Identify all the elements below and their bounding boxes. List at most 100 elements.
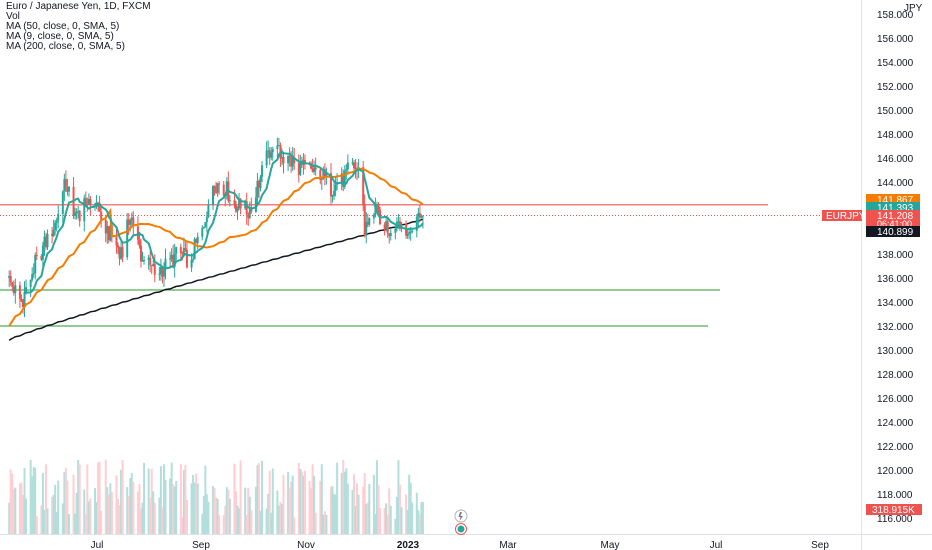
volume-bar [75,493,78,534]
volume-bar [279,501,282,534]
volume-bar [228,498,231,534]
volume-bar [162,464,165,534]
legend-title[interactable]: Euro / Japanese Yen, 1D, FXCM [6,1,151,12]
candle-body [267,150,270,152]
volume-bar [302,475,305,534]
candle-body [64,179,67,187]
candle-body [138,239,141,246]
volume-bar [130,473,133,534]
volume-bar [224,506,227,534]
legend-ma9[interactable]: MA (9, close, 0, SMA, 5) [6,31,114,42]
candle-body [41,245,44,260]
volume-bar [287,471,290,534]
candle-body [334,184,337,192]
volume-bar [400,507,403,534]
volume-bar [192,475,195,534]
candle-body [389,232,392,237]
candle-body [374,205,377,215]
volume-bar [110,492,113,534]
event-dot-icon[interactable] [455,523,467,535]
candle-body [417,212,420,217]
volume-bar [322,514,325,534]
ma50-badge: 141.867 [866,194,920,206]
candle-body [130,217,133,220]
time-tick-label: Sep [811,540,829,550]
volume-bar [89,498,92,534]
volume-bar [383,507,386,534]
candle-body [40,255,43,260]
time-tick-label: Jul [710,540,723,550]
volume-bar [234,491,237,534]
volume-bar [276,490,279,534]
candle-body [207,204,210,218]
candle-body [311,168,314,172]
candle-body [372,214,375,219]
volume-bar [248,496,251,534]
volume-bar [247,487,250,534]
candle-body [100,211,103,220]
candle-body [43,236,46,246]
time-axis[interactable]: Jul Sep Nov 2023 Mar May Jul Sep [0,534,932,550]
candle-body [149,257,152,266]
volume-bar [72,474,75,534]
candle-body [107,226,110,241]
volume-badge-value: 318.915K [872,505,915,516]
volume-bar [29,459,32,534]
lightning-icon[interactable] [454,509,468,523]
candle-body [63,179,66,192]
volume-bar [18,483,21,534]
candle-body [222,184,225,196]
volume-bar [170,462,173,534]
candle-body [170,255,173,259]
volume-bar [126,487,129,534]
volume-bar [314,512,317,534]
volume-bar [179,464,182,534]
volume-bar [77,459,80,534]
volume-bar [107,495,110,534]
volume-bar [207,501,210,534]
candle-body [400,223,403,228]
volume-bar [23,468,26,534]
volume-bar [227,489,230,534]
volume-bar [11,473,14,534]
candle-body [351,162,354,164]
legend-ma200[interactable]: MA (200, close, 0, SMA, 5) [6,41,125,52]
volume-bar [257,463,260,534]
symbol-badge[interactable]: EURJPY [822,210,866,222]
legend-vol[interactable]: Vol [6,11,20,22]
candle-body [44,236,47,248]
volume-bar [149,497,152,534]
candle-body [299,161,302,175]
candle-body [190,259,193,268]
volume-bar [331,486,334,534]
candle-body [303,159,306,163]
candle-body [129,219,132,225]
candle-body [259,176,262,188]
volume-bar [212,486,215,534]
volume-bar [175,481,178,534]
candle-body [346,162,349,170]
volume-bar [169,478,172,534]
volume-bar [52,494,55,534]
volume-bar [115,475,118,534]
volume-bar [34,467,37,534]
candle-body [383,224,386,230]
candle-body [104,219,107,234]
candle-body [397,221,400,223]
candle-body [14,285,17,294]
volume-bar [256,465,259,534]
volume-bar [74,513,77,534]
volume-bar [333,494,336,534]
volume-bar [78,464,81,534]
candle-body [271,149,274,153]
legend-ma50[interactable]: MA (50, close, 0, SMA, 5) [6,21,120,32]
candle-body [291,156,294,167]
candle-body [147,257,150,260]
candle-body [172,255,175,267]
candle-body [106,226,109,234]
volume-bar [325,514,328,534]
volume-bar [363,473,366,534]
price-axis[interactable]: JPY 158.000 156.000 154.000 152.000 150.000 1… [861,0,923,550]
candle-body [61,191,64,214]
